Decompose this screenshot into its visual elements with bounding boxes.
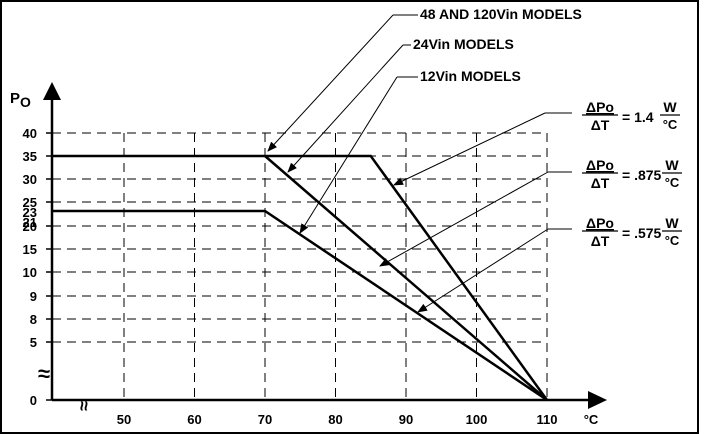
series-12vin [52, 209, 548, 402]
unit-bottom: °C [665, 233, 680, 248]
axes [43, 82, 607, 409]
y-tick-label: 35 [23, 149, 37, 164]
label-48-120vin: 48 AND 120Vin MODELS [420, 6, 582, 22]
x-tick-label: 80 [328, 412, 342, 427]
y-axis-break: ≈ [38, 361, 50, 386]
x-tick-label: 60 [187, 412, 201, 427]
y-tick-label: 10 [23, 265, 37, 280]
fraction-bottom: ΔT [591, 175, 610, 191]
y-tick-label: 9 [30, 289, 37, 304]
y-tick-label: 15 [23, 242, 37, 257]
leader-arrow [379, 171, 549, 267]
x-tick-label: 50 [117, 412, 131, 427]
fraction-top: ΔPo [586, 99, 614, 115]
x-unit-label: °C [584, 412, 599, 427]
fraction-top: ΔPo [586, 157, 614, 173]
leader-arrow [393, 112, 546, 186]
y-tick-label: 23 [23, 205, 37, 220]
x-tick-label: 70 [258, 412, 272, 427]
unit-top: W [665, 215, 679, 231]
y-tick-label: 30 [23, 172, 37, 187]
leader-arrow [267, 14, 394, 152]
fraction-bottom: ΔT [591, 233, 610, 249]
derating-value: = 1.4 [622, 109, 654, 125]
unit-bottom: °C [663, 117, 678, 132]
fraction-top: ΔPo [586, 215, 614, 231]
x-axis-arrow [588, 391, 607, 409]
y-tick-label: 20 [23, 219, 37, 234]
derating-value: = .575 [622, 225, 662, 241]
series-48-120vin [52, 154, 549, 401]
y-tick-label: 21 [23, 215, 37, 230]
y-tick-label: 0 [30, 393, 37, 408]
derating-label: ΔPo ΔT = 1.4 W °C [582, 99, 680, 133]
y-axis-title: PO [10, 90, 31, 110]
y-tick-label: 40 [23, 126, 37, 141]
series-24vin [264, 155, 548, 401]
derating-value: = .875 [622, 167, 662, 183]
x-tick-label: 100 [466, 412, 488, 427]
annotations: ≈ ≈48 AND 120Vin MODELS 24Vin MODELS 12Vin … [38, 6, 682, 411]
x-tick-label: 90 [399, 412, 413, 427]
label-12vin: 12Vin MODELS [420, 68, 521, 84]
leader-arrow [417, 228, 549, 313]
x-axis-break: ≈ [74, 401, 94, 411]
y-tick-label: 5 [30, 335, 37, 350]
y-tick-label: 8 [30, 312, 37, 327]
label-24vin: 24Vin MODELS [413, 36, 514, 52]
unit-top: W [665, 157, 679, 173]
y-tick-label: 25 [23, 195, 37, 210]
series [52, 154, 549, 402]
leader-arrow [287, 44, 404, 173]
unit-top: W [663, 99, 677, 115]
grid [52, 132, 548, 400]
fraction-bottom: ΔT [591, 117, 610, 133]
y-axis-arrow [43, 82, 61, 100]
x-tick-label: 110 [537, 412, 558, 427]
leader-arrow [299, 76, 398, 234]
unit-bottom: °C [665, 175, 680, 190]
